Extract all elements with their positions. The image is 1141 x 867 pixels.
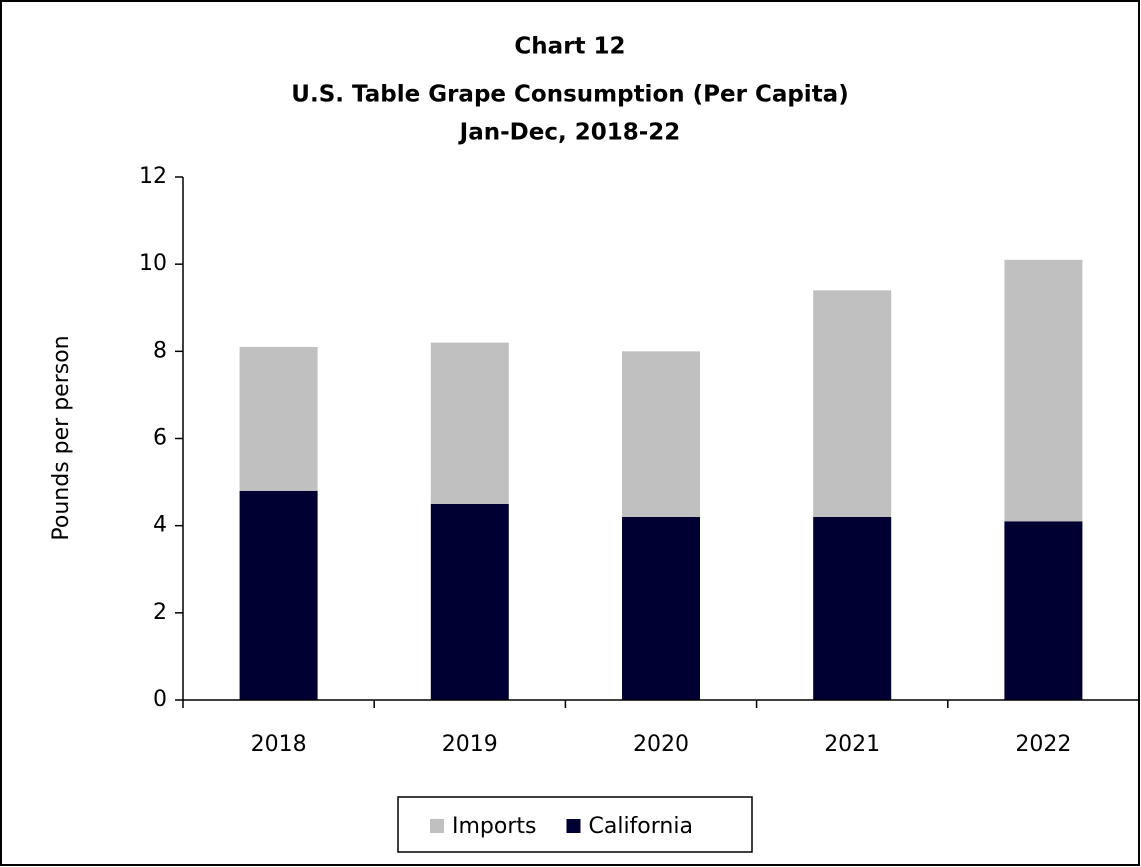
y-tick-label: 12 <box>139 164 167 189</box>
legend-label: Imports <box>452 814 536 839</box>
legend-label: California <box>588 814 692 839</box>
y-axis-label: Pounds per person <box>49 335 74 540</box>
chart-title: Chart 12 <box>514 34 625 60</box>
bar-segment <box>430 503 509 700</box>
bar-segment <box>430 342 509 504</box>
y-tick-label: 8 <box>153 338 167 363</box>
x-tick-label: 2019 <box>442 732 498 757</box>
bar-segment <box>813 290 892 517</box>
x-tick-label: 2020 <box>633 732 689 757</box>
y-tick-label: 6 <box>153 426 167 451</box>
bar-segment <box>813 516 892 700</box>
y-tick-label: 0 <box>153 687 167 712</box>
bar-segment <box>622 516 700 700</box>
chart-subtitle: Jan-Dec, 2018-22 <box>458 120 681 146</box>
legend-swatch <box>430 819 444 833</box>
x-tick-label: 2018 <box>251 732 307 757</box>
y-tick-label: 4 <box>153 513 167 538</box>
bar-segment <box>1004 259 1083 522</box>
y-tick-label: 10 <box>139 251 167 276</box>
chart-subtitle: U.S. Table Grape Consumption (Per Capita… <box>291 82 848 108</box>
legend-swatch <box>566 819 581 833</box>
bar-segment <box>622 351 700 517</box>
bar-segment <box>1004 521 1083 700</box>
x-tick-label: 2021 <box>824 732 880 757</box>
x-tick-label: 2022 <box>1015 732 1071 757</box>
bar-segment <box>239 346 318 491</box>
y-tick-label: 2 <box>153 600 167 625</box>
bar-segment <box>239 490 318 700</box>
